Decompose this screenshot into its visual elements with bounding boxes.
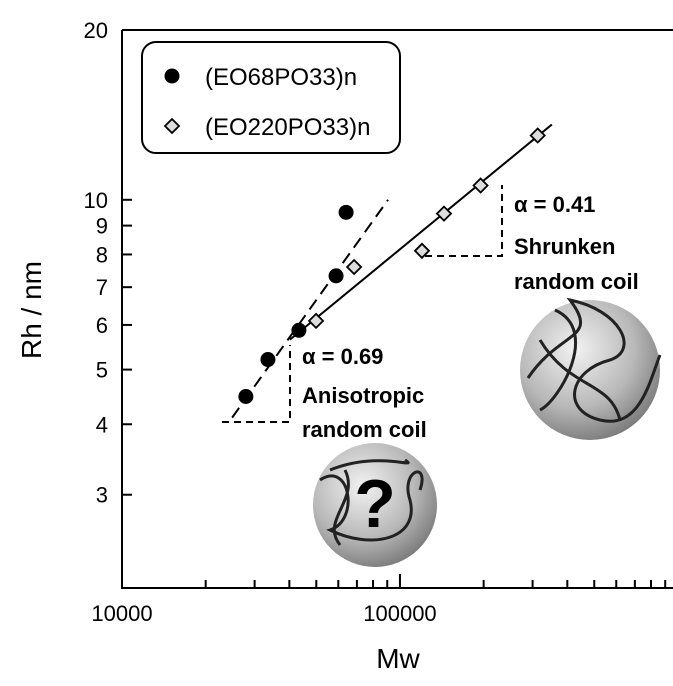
y-tick-label: 9	[96, 214, 108, 239]
y-tick-label: 10	[84, 188, 108, 213]
legend-label: (EO68PO33)n	[205, 64, 357, 91]
legend-label: (EO220PO33)n	[205, 114, 370, 141]
data-point	[328, 268, 344, 284]
y-tick-label: 4	[96, 412, 108, 437]
x-axis-label: Mw	[376, 643, 420, 674]
coil-sphere	[313, 443, 437, 567]
y-tick-label: 6	[96, 313, 108, 338]
data-point	[413, 242, 431, 260]
y-tick-label: 5	[96, 358, 108, 383]
annotation: α = 0.69	[302, 344, 383, 369]
data-point	[238, 388, 254, 404]
data-point	[307, 312, 325, 330]
y-tick-label: 8	[96, 242, 108, 267]
annotation: Shrunken	[514, 234, 615, 259]
fit-line	[231, 199, 389, 419]
data-point	[529, 127, 546, 144]
y-tick-label: 20	[84, 18, 108, 43]
y-tick-label: 3	[96, 483, 108, 508]
legend-box	[141, 41, 401, 154]
data-point	[338, 204, 354, 220]
legend-marker	[163, 117, 181, 135]
question-mark: ?	[354, 466, 396, 542]
annotation: α = 0.41	[514, 192, 595, 217]
annotation: Anisotropic	[302, 383, 424, 408]
coil-sphere	[520, 297, 662, 440]
data-point	[472, 177, 489, 194]
x-tick-label: 100000	[363, 601, 436, 626]
data-point	[260, 352, 276, 368]
annotation: random coil	[302, 417, 427, 442]
fit-line	[289, 123, 553, 341]
annotation: random coil	[514, 269, 639, 294]
data-point	[435, 205, 453, 222]
data-point	[291, 322, 307, 338]
y-tick-label: 7	[96, 275, 108, 300]
slope-guide	[425, 185, 503, 257]
data-point	[345, 258, 363, 276]
legend-marker	[164, 68, 180, 84]
y-axis-label: Rh / nm	[16, 261, 47, 359]
x-tick-label: 10000	[91, 601, 152, 626]
